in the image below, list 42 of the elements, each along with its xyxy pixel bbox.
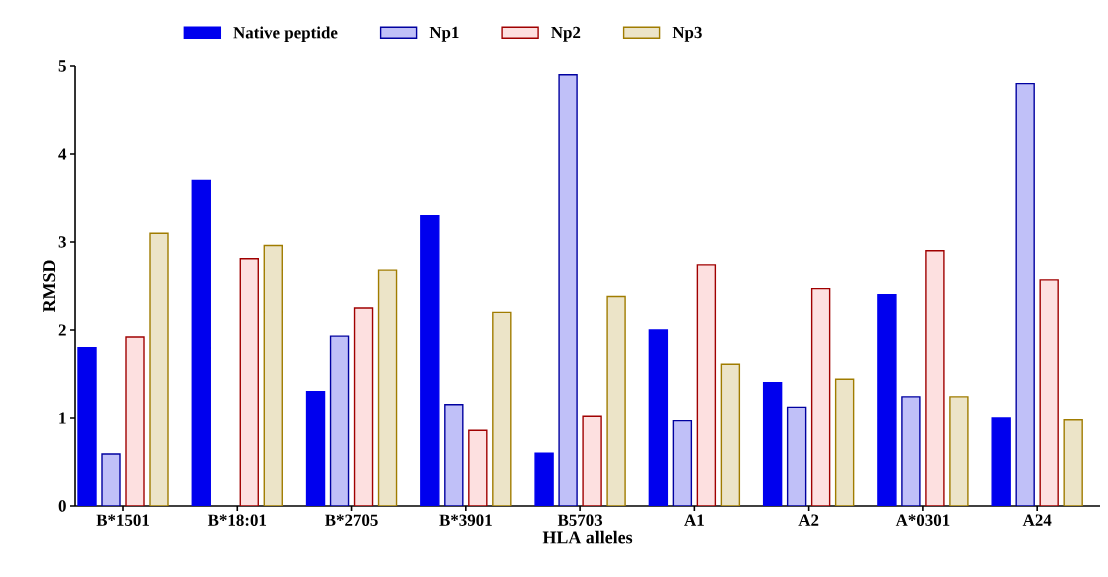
- bar: [125, 336, 145, 506]
- legend-label: Np3: [672, 26, 702, 42]
- bar: [558, 74, 578, 506]
- legend-label: Np1: [429, 26, 459, 42]
- y-tick-label: 1: [59, 412, 66, 424]
- y-tick-label: 4: [58, 148, 67, 160]
- x-tick-label: A24: [1022, 514, 1052, 526]
- bar: [101, 453, 121, 506]
- y-axis-title: RMSD: [43, 260, 56, 313]
- y-tick-label: 3: [58, 236, 66, 248]
- bar: [720, 363, 741, 506]
- bar: [582, 415, 602, 506]
- x-tick-label: A1: [684, 514, 704, 526]
- bar: [239, 258, 259, 506]
- bar: [444, 404, 464, 506]
- bar: [786, 406, 807, 506]
- bar: [810, 287, 831, 506]
- x-tick-label: A*0301: [895, 514, 950, 526]
- x-tick-label: A2: [798, 514, 819, 526]
- x-tick-label: B*2705: [325, 514, 378, 526]
- legend-label: Native peptide: [233, 26, 338, 42]
- bar: [834, 378, 855, 506]
- y-tick-label: 2: [58, 324, 66, 336]
- bar: [329, 335, 350, 506]
- legend-label: Np2: [551, 26, 581, 42]
- y-tick-label: 5: [58, 60, 66, 72]
- x-tick-label: B*18:01: [207, 514, 267, 526]
- x-tick-label: B*1501: [96, 514, 149, 526]
- y-tick-label: 0: [58, 500, 66, 512]
- bar: [901, 396, 921, 506]
- bar: [353, 307, 374, 506]
- bar: [696, 264, 717, 506]
- bar: [1039, 279, 1059, 506]
- x-tick-label: B5703: [557, 514, 603, 526]
- bar: [468, 429, 488, 506]
- x-tick-label: B*3901: [439, 514, 492, 526]
- bar: [925, 250, 945, 506]
- bar: [672, 419, 693, 506]
- bar: [263, 244, 283, 506]
- bar: [377, 269, 398, 506]
- bar: [1015, 82, 1035, 506]
- x-axis-title: HLA alleles: [542, 530, 633, 544]
